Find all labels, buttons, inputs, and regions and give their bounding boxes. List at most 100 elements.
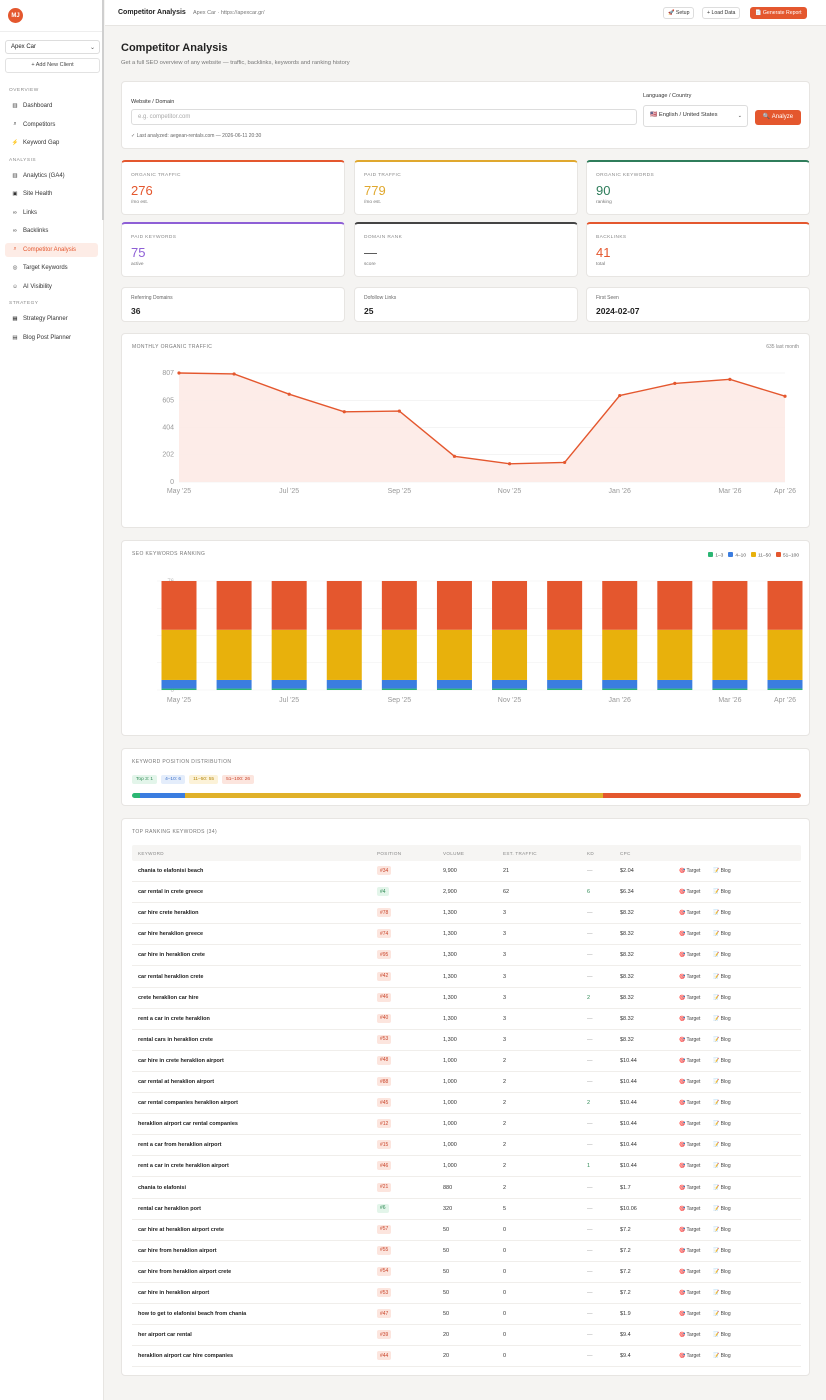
legend-item[interactable]: 51–100 <box>775 552 799 559</box>
ranking-bar-segment[interactable] <box>767 581 803 630</box>
ranking-bar-segment[interactable] <box>492 581 528 630</box>
add-blog-button[interactable]: 📝 Blog <box>713 1079 731 1085</box>
sidebar-item-backlinks[interactable]: ∞ Backlinks <box>5 224 98 238</box>
add-blog-button[interactable]: 📝 Blog <box>713 1184 731 1191</box>
add-target-button[interactable]: 🎯 Target <box>679 1057 701 1064</box>
sidebar-scrollbar[interactable] <box>102 0 104 220</box>
ranking-bar-segment[interactable] <box>271 629 307 680</box>
table-row[interactable]: car hire from heraklion airport #55 50 0 — $7… <box>132 1241 801 1262</box>
add-blog-button[interactable]: 📝 Blog <box>713 1100 731 1107</box>
add-blog-button[interactable]: 📝 Blog <box>713 1290 731 1296</box>
ranking-bar-segment[interactable] <box>326 688 362 690</box>
traffic-point[interactable] <box>232 372 236 376</box>
add-target-button[interactable]: 🎯 Target <box>679 952 701 959</box>
ranking-bar-segment[interactable] <box>436 688 472 690</box>
table-row[interactable]: heraklion airport car rental companies #1… <box>132 1114 801 1136</box>
add-blog-button[interactable]: 📝 Blog <box>713 994 731 1001</box>
add-target-button[interactable]: 🎯 Target <box>679 1268 701 1275</box>
table-row[interactable]: how to get to elafonisi beach from chani… <box>132 1304 801 1326</box>
traffic-point[interactable] <box>618 393 622 398</box>
ranking-bar-segment[interactable] <box>547 581 583 630</box>
ranking-bar-segment[interactable] <box>492 688 528 690</box>
add-blog-button[interactable]: 📝 Blog <box>713 973 731 980</box>
table-row[interactable]: rent a car in crete heraklion airport #46… <box>132 1156 801 1178</box>
ranking-bar-segment[interactable] <box>161 679 197 689</box>
add-target-button[interactable]: 🎯 Target <box>679 1163 701 1170</box>
traffic-point[interactable] <box>728 377 732 381</box>
add-blog-button[interactable]: 📝 Blog <box>713 1036 731 1043</box>
ranking-bar-segment[interactable] <box>161 688 197 690</box>
sidebar-item-site-health[interactable]: ▣ Site Health <box>5 187 98 201</box>
table-row[interactable]: chania to elafonisi beach #34 9,900 21 — $2.0… <box>132 861 801 882</box>
add-blog-button[interactable]: 📝 Blog <box>713 1057 731 1064</box>
legend-item[interactable]: 4–10 <box>728 552 746 559</box>
ranking-bar-segment[interactable] <box>712 688 748 690</box>
ranking-bar-segment[interactable] <box>326 629 362 680</box>
add-blog-button[interactable]: 📝 Blog <box>713 910 731 917</box>
table-row[interactable]: car rental companies heraklion airport #4… <box>132 1093 801 1115</box>
table-row[interactable]: car hire in crete heraklion airport #48 1,… <box>132 1051 801 1072</box>
sidebar-item-ai-visibility[interactable]: ☺ AI Visibility <box>5 280 98 294</box>
add-target-button[interactable]: 🎯 Target <box>679 1247 701 1254</box>
ranking-bar-segment[interactable] <box>602 629 638 680</box>
sidebar-item-links[interactable]: ∞ Links <box>5 206 98 220</box>
ranking-bar-segment[interactable] <box>381 688 417 690</box>
load-data-button[interactable]: + Load Data <box>702 7 741 19</box>
ranking-bar-segment[interactable] <box>271 688 307 690</box>
add-target-button[interactable]: 🎯 Target <box>679 1205 701 1212</box>
table-row[interactable]: car hire in heraklion crete #95 1,300 3 — $8.… <box>132 945 801 967</box>
ranking-bar-segment[interactable] <box>216 581 252 630</box>
add-blog-button[interactable]: 📝 Blog <box>713 1205 731 1212</box>
sidebar-item-competitor-analysis[interactable]: ⌕ Competitor Analysis <box>5 242 98 257</box>
traffic-point[interactable] <box>177 371 181 375</box>
client-select[interactable]: Apex Car ⌄ <box>5 40 100 54</box>
add-target-button[interactable]: 🎯 Target <box>679 973 701 980</box>
add-target-button[interactable]: 🎯 Target <box>679 1311 701 1318</box>
domain-input[interactable]: e.g. competitor.com <box>131 109 637 125</box>
traffic-point[interactable] <box>397 409 401 413</box>
sidebar-item-dashboard[interactable]: ▥ Dashboard <box>5 99 98 113</box>
add-target-button[interactable]: 🎯 Target <box>679 931 701 938</box>
table-row[interactable]: car hire heraklion greece #74 1,300 3 — $8.32… <box>132 924 801 946</box>
add-target-button[interactable]: 🎯 Target <box>679 1184 701 1191</box>
add-blog-button[interactable]: 📝 Blog <box>713 1163 731 1170</box>
ranking-bar-segment[interactable] <box>767 688 803 690</box>
add-blog-button[interactable]: 📝 Blog <box>713 889 731 896</box>
add-target-button[interactable]: 🎯 Target <box>679 1332 701 1339</box>
ranking-bar-segment[interactable] <box>381 629 417 680</box>
ranking-bar-segment[interactable] <box>492 679 528 689</box>
sidebar-item-competitors[interactable]: ⌕ Competitors <box>5 118 98 132</box>
table-row[interactable]: heraklion airport car hire companies #44 2… <box>132 1346 801 1368</box>
add-blog-button[interactable]: 📝 Blog <box>713 1268 731 1275</box>
legend-item[interactable]: 1–3 <box>708 552 723 559</box>
ranking-bar-segment[interactable] <box>767 629 803 680</box>
ranking-bar-segment[interactable] <box>326 679 362 689</box>
add-target-button[interactable]: 🎯 Target <box>679 1290 701 1296</box>
add-client-button[interactable]: + Add New Client <box>5 58 100 73</box>
add-blog-button[interactable]: 📝 Blog <box>713 1353 731 1360</box>
col-keyword[interactable]: KEYWORD <box>138 851 164 856</box>
ranking-bar-segment[interactable] <box>436 581 472 630</box>
add-target-button[interactable]: 🎯 Target <box>679 868 701 874</box>
setup-button[interactable]: 🚀 Setup <box>663 7 695 19</box>
ranking-bar-segment[interactable] <box>547 629 583 680</box>
ranking-bar-segment[interactable] <box>161 629 197 680</box>
language-select[interactable]: 🇺🇸 English / United States ⌄ <box>643 105 748 127</box>
traffic-point[interactable] <box>287 392 291 396</box>
ranking-bar-segment[interactable] <box>381 581 417 630</box>
ranking-bar-segment[interactable] <box>602 581 638 630</box>
ranking-bar-segment[interactable] <box>326 581 362 630</box>
analyze-button[interactable]: 🔍 Analyze <box>755 110 801 125</box>
add-blog-button[interactable]: 📝 Blog <box>713 1226 731 1233</box>
ranking-bar-segment[interactable] <box>161 581 197 630</box>
traffic-point[interactable] <box>673 381 677 386</box>
ranking-bar-segment[interactable] <box>657 688 693 690</box>
table-row[interactable]: car rental heraklion crete #42 1,300 3 — $8.3… <box>132 967 801 988</box>
ranking-bar-segment[interactable] <box>216 679 252 689</box>
ranking-bar-segment[interactable] <box>602 688 638 690</box>
ranking-bar-segment[interactable] <box>436 629 472 680</box>
table-row[interactable]: rent a car in crete heraklion #40 1,300 3 — $… <box>132 1009 801 1030</box>
traffic-point[interactable] <box>342 410 346 414</box>
traffic-point[interactable] <box>452 454 457 458</box>
ranking-bar-segment[interactable] <box>271 679 307 689</box>
